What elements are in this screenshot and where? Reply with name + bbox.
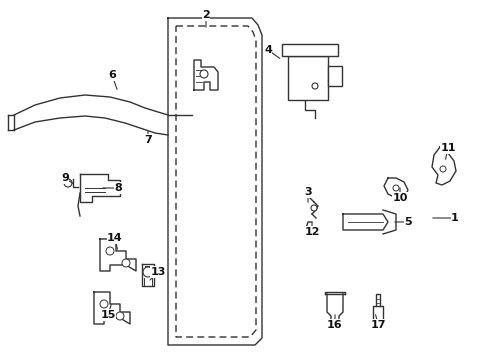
Circle shape [106, 247, 114, 255]
Circle shape [116, 312, 124, 320]
Circle shape [142, 267, 153, 277]
Text: 3: 3 [304, 187, 311, 197]
Circle shape [64, 179, 72, 187]
Text: 7: 7 [144, 135, 152, 145]
Text: 17: 17 [369, 320, 385, 330]
Text: 16: 16 [326, 320, 342, 330]
Text: 14: 14 [107, 233, 122, 243]
Text: 10: 10 [391, 193, 407, 203]
Circle shape [100, 300, 108, 308]
Circle shape [310, 205, 316, 211]
Circle shape [122, 259, 130, 267]
Text: 9: 9 [61, 173, 69, 183]
Bar [282, 44, 337, 56]
Text: 5: 5 [404, 217, 411, 227]
Text: 13: 13 [150, 267, 165, 277]
Circle shape [200, 70, 207, 78]
Circle shape [311, 83, 317, 89]
Text: 11: 11 [439, 143, 455, 153]
Text: 8: 8 [114, 183, 122, 193]
Text: 1: 1 [450, 213, 458, 223]
Bar [287, 56, 327, 100]
Text: 6: 6 [108, 70, 116, 80]
Circle shape [392, 185, 398, 191]
Text: 15: 15 [100, 310, 116, 320]
Text: 12: 12 [304, 227, 319, 237]
Bar [327, 66, 341, 86]
Text: 4: 4 [264, 45, 271, 55]
Text: 2: 2 [202, 10, 209, 20]
Circle shape [439, 166, 445, 172]
